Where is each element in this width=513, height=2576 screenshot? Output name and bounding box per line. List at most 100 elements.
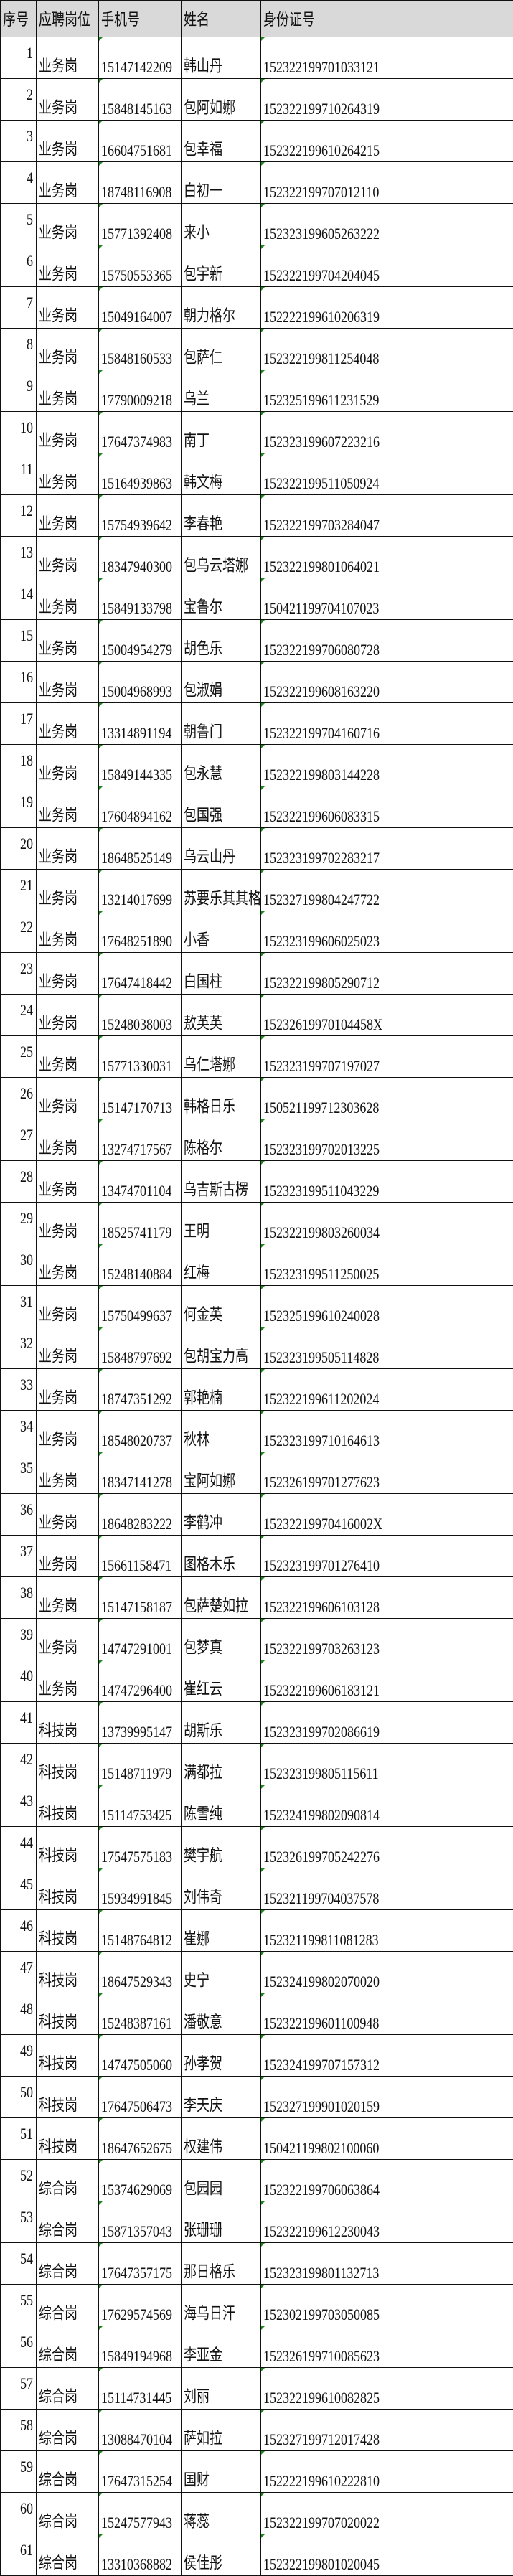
cell-id-number[interactable]: 152322199811254048 [261, 329, 513, 370]
cell-id-number[interactable]: 152321199704037578 [261, 1868, 513, 1910]
cell-name[interactable]: 小香 [182, 911, 261, 953]
cell-id-number[interactable]: 152322199801020045 [261, 2534, 513, 2576]
cell-position[interactable]: 业务岗 [37, 828, 99, 870]
cell-phone[interactable]: 15164939863 [99, 453, 182, 495]
cell-phone[interactable]: 15248387161 [99, 1993, 182, 2035]
cell-position[interactable]: 业务岗 [37, 1244, 99, 1286]
cell-phone[interactable]: 15849133798 [99, 578, 182, 620]
cell-seq[interactable]: 39 [1, 1619, 37, 1660]
cell-position[interactable]: 科技岗 [37, 1952, 99, 1993]
cell-position[interactable]: 科技岗 [37, 1702, 99, 1744]
cell-phone[interactable]: 15147158187 [99, 1577, 182, 1619]
cell-id-number[interactable]: 152322199805290712 [261, 953, 513, 995]
cell-seq[interactable]: 35 [1, 1452, 37, 1494]
cell-id-number[interactable]: 152322199703284047 [261, 495, 513, 537]
cell-name[interactable]: 包萨楚如拉 [182, 1577, 261, 1619]
cell-position[interactable]: 科技岗 [37, 1827, 99, 1868]
cell-position[interactable]: 业务岗 [37, 495, 99, 537]
cell-seq[interactable]: 45 [1, 1868, 37, 1910]
cell-seq[interactable]: 13 [1, 537, 37, 578]
cell-name[interactable]: 白初一 [182, 162, 261, 204]
cell-seq[interactable]: 21 [1, 870, 37, 911]
cell-id-number[interactable]: 152322199606083315 [261, 786, 513, 828]
cell-position[interactable]: 业务岗 [37, 1452, 99, 1494]
cell-phone[interactable]: 14747291001 [99, 1619, 182, 1660]
cell-name[interactable]: 郭艳楠 [182, 1369, 261, 1411]
cell-position[interactable]: 业务岗 [37, 453, 99, 495]
cell-phone[interactable]: 18648283222 [99, 1494, 182, 1536]
cell-seq[interactable]: 61 [1, 2534, 37, 2576]
cell-phone[interactable]: 14747505060 [99, 2035, 182, 2077]
cell-name[interactable]: 李鹤冲 [182, 1494, 261, 1536]
cell-id-number[interactable]: 152322199610264215 [261, 121, 513, 162]
cell-position[interactable]: 业务岗 [37, 662, 99, 703]
cell-position[interactable]: 业务岗 [37, 121, 99, 162]
cell-id-number[interactable]: 152322199704204045 [261, 245, 513, 287]
cell-phone[interactable]: 13474701104 [99, 1161, 182, 1203]
cell-id-number[interactable]: 152324199802090814 [261, 1785, 513, 1827]
cell-seq[interactable]: 27 [1, 1119, 37, 1161]
cell-position[interactable]: 业务岗 [37, 1203, 99, 1244]
cell-position[interactable]: 科技岗 [37, 2035, 99, 2077]
cell-position[interactable]: 业务岗 [37, 287, 99, 329]
cell-seq[interactable]: 40 [1, 1660, 37, 1702]
cell-phone[interactable]: 15848145163 [99, 79, 182, 121]
cell-name[interactable]: 刘丽 [182, 2368, 261, 2410]
cell-id-number[interactable]: 152323199710164613 [261, 1411, 513, 1452]
cell-seq[interactable]: 37 [1, 1536, 37, 1577]
cell-name[interactable]: 朝鲁门 [182, 703, 261, 745]
cell-phone[interactable]: 18647652675 [99, 2118, 182, 2160]
cell-phone[interactable]: 17647418442 [99, 953, 182, 995]
cell-name[interactable]: 何金英 [182, 1286, 261, 1327]
cell-name[interactable]: 包淑娟 [182, 662, 261, 703]
cell-phone[interactable]: 15148711979 [99, 1744, 182, 1785]
cell-name[interactable]: 刘伟奇 [182, 1868, 261, 1910]
cell-name[interactable]: 乌仁塔娜 [182, 1036, 261, 1078]
cell-phone[interactable]: 18747351292 [99, 1369, 182, 1411]
cell-phone[interactable]: 15771330031 [99, 1036, 182, 1078]
cell-id-number[interactable]: 152322199801064021 [261, 537, 513, 578]
cell-name[interactable]: 乌兰 [182, 370, 261, 412]
cell-phone[interactable]: 17648251890 [99, 911, 182, 953]
cell-id-number[interactable]: 152323199505114828 [261, 1327, 513, 1369]
cell-seq[interactable]: 8 [1, 329, 37, 370]
cell-position[interactable]: 业务岗 [37, 786, 99, 828]
cell-phone[interactable]: 15147170713 [99, 1078, 182, 1119]
cell-phone[interactable]: 13274717567 [99, 1119, 182, 1161]
cell-id-number[interactable]: 152322199701033121 [261, 37, 513, 79]
cell-name[interactable]: 包幸福 [182, 121, 261, 162]
cell-phone[interactable]: 15147142209 [99, 37, 182, 79]
cell-name[interactable]: 包宇新 [182, 245, 261, 287]
cell-name[interactable]: 李亚金 [182, 2326, 261, 2368]
cell-name[interactable]: 国财 [182, 2451, 261, 2493]
cell-position[interactable]: 业务岗 [37, 537, 99, 578]
cell-name[interactable]: 崔红云 [182, 1660, 261, 1702]
cell-phone[interactable]: 15849144335 [99, 745, 182, 786]
cell-phone[interactable]: 15661158471 [99, 1536, 182, 1577]
cell-phone[interactable]: 18648525149 [99, 828, 182, 870]
cell-seq[interactable]: 3 [1, 121, 37, 162]
cell-id-number[interactable]: 152322199704160716 [261, 703, 513, 745]
cell-phone[interactable]: 15750499637 [99, 1286, 182, 1327]
cell-position[interactable]: 业务岗 [37, 37, 99, 79]
cell-position[interactable]: 综合岗 [37, 2534, 99, 2576]
cell-seq[interactable]: 20 [1, 828, 37, 870]
cell-id-number[interactable]: 152322199612230043 [261, 2201, 513, 2243]
cell-name[interactable]: 乌云山丹 [182, 828, 261, 870]
cell-seq[interactable]: 9 [1, 370, 37, 412]
header-phone[interactable]: 手机号 [99, 1, 182, 37]
cell-id-number[interactable]: 152322199606183121 [261, 1660, 513, 1702]
cell-name[interactable]: 权建伟 [182, 2118, 261, 2160]
cell-id-number[interactable]: 150521199712303628 [261, 1078, 513, 1119]
cell-name[interactable]: 韩格日乐 [182, 1078, 261, 1119]
cell-id-number[interactable]: 152323199707197027 [261, 1036, 513, 1078]
cell-id-number[interactable]: 152323199801132713 [261, 2243, 513, 2285]
cell-seq[interactable]: 58 [1, 2410, 37, 2451]
cell-name[interactable]: 孙孝贺 [182, 2035, 261, 2077]
cell-id-number[interactable]: 152322199706063864 [261, 2160, 513, 2201]
cell-phone[interactable]: 15049164007 [99, 287, 182, 329]
cell-position[interactable]: 业务岗 [37, 1161, 99, 1203]
cell-phone[interactable]: 17647506473 [99, 2077, 182, 2118]
cell-seq[interactable]: 10 [1, 412, 37, 453]
cell-name[interactable]: 包永慧 [182, 745, 261, 786]
